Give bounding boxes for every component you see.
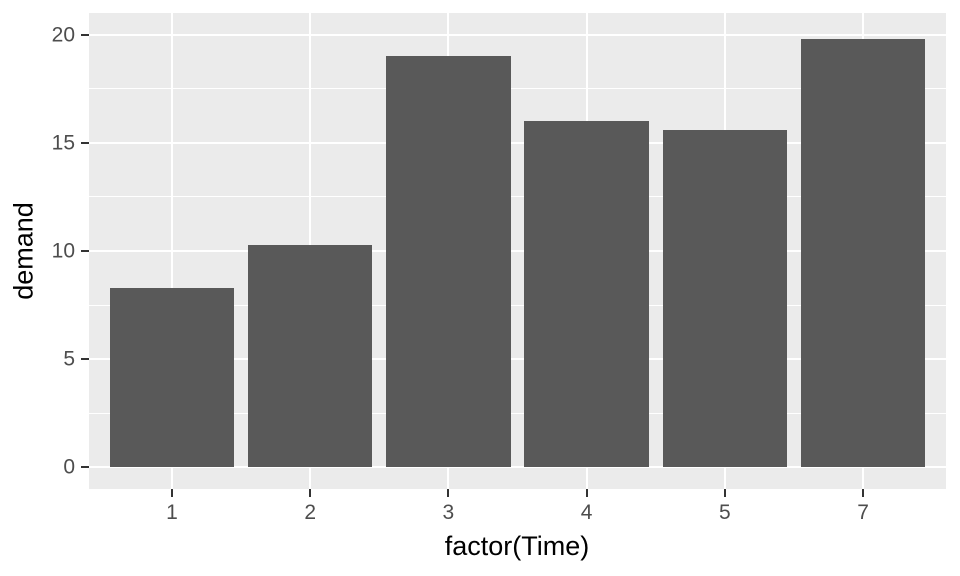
minor-gridline [89, 412, 946, 414]
major-gridline [89, 250, 946, 252]
y-tick-mark [81, 358, 89, 361]
bar-time-2 [247, 244, 373, 468]
x-tick-mark [170, 489, 173, 497]
y-tick-mark [81, 466, 89, 469]
bar-time-7 [800, 38, 926, 468]
minor-gridline [89, 304, 946, 306]
major-gridline [89, 141, 946, 144]
x-tick-label: 4 [580, 501, 593, 524]
x-tick-label: 3 [442, 501, 455, 524]
x-tick-mark [585, 489, 588, 497]
major-gridline [89, 358, 946, 361]
bar-time-3 [386, 56, 511, 468]
y-tick-mark [81, 141, 89, 144]
y-tick-mark [81, 250, 89, 252]
x-tick-mark [309, 489, 312, 497]
y-tick-label: 15 [51, 131, 75, 155]
y-tick-label: 5 [63, 347, 75, 371]
x-tick-label: 7 [857, 501, 869, 524]
plot-panel [89, 13, 946, 489]
x-tick-label: 2 [304, 501, 316, 524]
x-tick-mark [723, 489, 726, 497]
bar-time-1 [109, 287, 235, 468]
x-tick-label: 5 [718, 501, 731, 524]
x-tick-label: 1 [166, 501, 178, 524]
category-gridline [170, 13, 173, 489]
bar-time-4 [524, 121, 649, 468]
x-axis-title: factor(Time) [444, 531, 590, 561]
major-gridline [89, 466, 946, 469]
y-tick-label: 20 [51, 23, 75, 47]
x-tick-mark [862, 489, 865, 497]
x-tick-mark [447, 489, 450, 497]
y-tick-label: 0 [63, 455, 75, 479]
y-tick-mark [81, 33, 89, 36]
major-gridline [89, 33, 946, 36]
minor-gridline [89, 88, 946, 90]
y-tick-label: 10 [51, 239, 75, 263]
bar-time-5 [662, 129, 788, 468]
minor-gridline [89, 196, 946, 198]
